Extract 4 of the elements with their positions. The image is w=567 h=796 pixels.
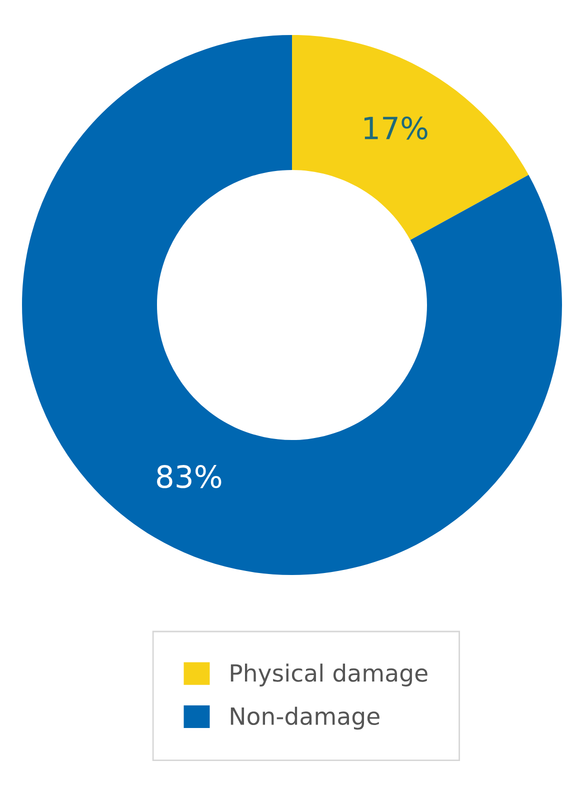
legend-label: Non-damage: [230, 706, 380, 730]
data-label: 17%: [364, 116, 428, 140]
data-label: 83%: [157, 465, 222, 488]
legend-label: Physical damage: [230, 664, 428, 686]
